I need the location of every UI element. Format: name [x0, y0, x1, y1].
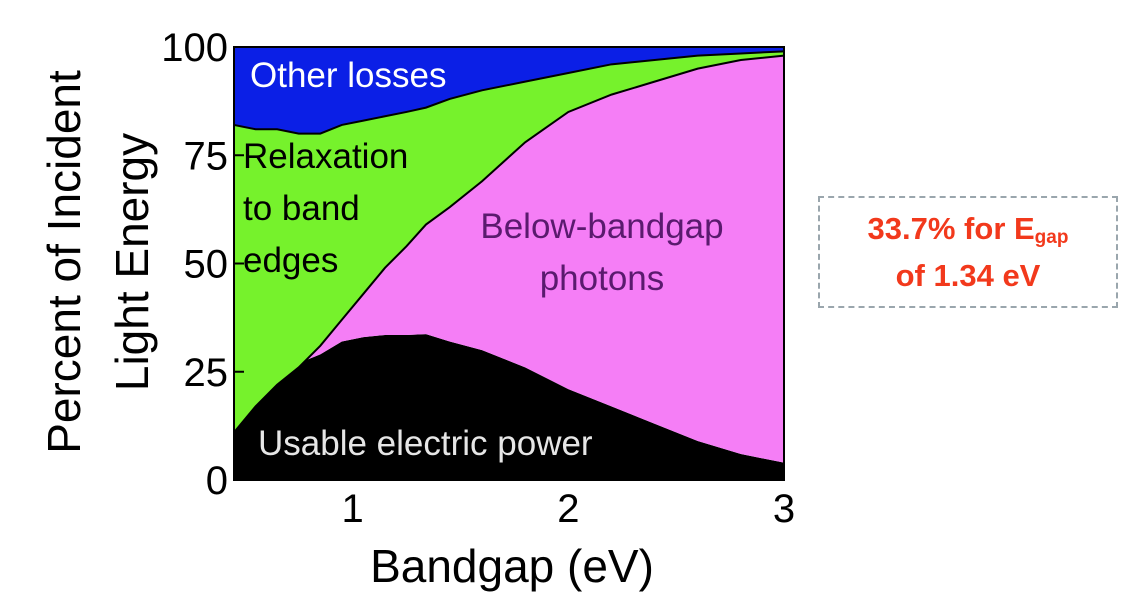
- area-usable_power: [234, 334, 784, 480]
- boundary-relaxation: [233, 50, 785, 135]
- callout-gap-subscript: gap: [1034, 226, 1069, 248]
- region-label-usable-power: Usable electric power: [258, 424, 593, 463]
- region-label-relaxation-line2: to band: [243, 189, 360, 228]
- region-label-relaxation-line3: edges: [243, 241, 338, 280]
- x-tick-label: 2: [557, 487, 579, 531]
- y-tick-label: 25: [184, 351, 229, 395]
- y-axis-title-line2: Light Energy: [106, 133, 158, 391]
- x-axis-title: Bandgap (eV): [370, 540, 654, 592]
- region-label-below-bandgap-line2: photons: [540, 259, 665, 298]
- x-tick-label: 3: [773, 487, 795, 531]
- callout-line2: of 1.34 eV: [895, 257, 1041, 293]
- y-tick-label: 75: [184, 134, 229, 178]
- y-tick-label: 0: [206, 459, 228, 503]
- area-below_bandgap: [234, 55, 784, 463]
- y-tick-label: 100: [161, 26, 228, 70]
- region-boundary-lines: [233, 50, 785, 434]
- area-other_losses: [234, 47, 784, 134]
- y-axis-title-line1: Percent of Incident: [38, 70, 90, 454]
- boundary-below_bandgap: [233, 54, 785, 434]
- efficiency-callout-box: 33.7% for Egap of 1.34 eV: [818, 196, 1118, 308]
- callout-line1: 33.7% for Egap: [868, 210, 1069, 257]
- y-tick-label: 50: [184, 243, 229, 287]
- region-label-other-losses: Other losses: [250, 56, 446, 95]
- stacked-area-regions: [234, 47, 784, 480]
- area-relaxation: [234, 51, 784, 433]
- region-label-relaxation-line1: Relaxation: [243, 137, 408, 176]
- region-label-below-bandgap-line1: Below-bandgap: [480, 207, 723, 246]
- axis-ticks: 0 25 50 75 100 1 2 3: [161, 26, 795, 531]
- callout-line1-text: 33.7% for E: [867, 210, 1035, 246]
- x-tick-label: 1: [342, 487, 364, 531]
